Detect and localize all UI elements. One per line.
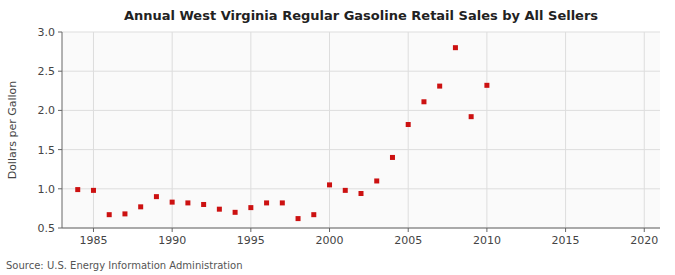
grid-line-x	[329, 32, 330, 228]
tick-label-y: 2.5	[38, 65, 56, 78]
chart-svg: 0.5 1.0 1.5 2.0 2.5 3.0 1985 1990 1995 2000 2005 20…	[0, 0, 675, 275]
tick-x	[250, 228, 251, 232]
tick-label-x: 2020	[630, 234, 658, 247]
points	[75, 45, 489, 221]
y-axis-label: Dollars per Gallon	[6, 81, 19, 180]
point	[264, 200, 269, 205]
point	[484, 83, 489, 88]
tick-label-y: 3.0	[38, 26, 56, 39]
grid-line-x	[644, 32, 645, 228]
grid-line-y	[62, 149, 660, 150]
point	[75, 187, 80, 192]
tick-y	[58, 228, 62, 229]
point	[406, 122, 411, 127]
point	[327, 182, 332, 187]
tick-y	[58, 110, 62, 111]
tick-x	[565, 228, 566, 232]
x-axis-line	[62, 228, 660, 229]
tick-label-x: 2010	[473, 234, 501, 247]
tick-x	[329, 228, 330, 232]
grid-line-x	[408, 32, 409, 228]
grid-line-y	[62, 188, 660, 189]
point	[390, 155, 395, 160]
grid-line-x	[93, 32, 94, 228]
tick-label-y: 2.0	[38, 104, 56, 117]
point	[421, 99, 426, 104]
grid-line-x	[172, 32, 173, 228]
point	[201, 202, 206, 207]
grid-line-x	[250, 32, 251, 228]
axes: 0.5 1.0 1.5 2.0 2.5 3.0 1985 1990 1995 2000 2005 20…	[38, 26, 661, 247]
grid-line-y	[62, 71, 660, 72]
point	[233, 210, 238, 215]
tick-x	[408, 228, 409, 232]
grid-line-y	[62, 110, 660, 111]
tick-label-y: 0.5	[38, 222, 56, 235]
point	[91, 188, 96, 193]
grid-line-y	[62, 32, 660, 33]
tick-label-x: 1995	[237, 234, 265, 247]
tick-label-x: 1985	[79, 234, 107, 247]
point	[453, 45, 458, 50]
point	[280, 200, 285, 205]
point	[437, 84, 442, 89]
source-note: Source: U.S. Energy Information Administ…	[6, 260, 243, 271]
grid-line-x	[565, 32, 566, 228]
tick-label-y: 1.5	[38, 144, 56, 157]
point	[185, 200, 190, 205]
tick-x	[172, 228, 173, 232]
tick-y	[58, 32, 62, 33]
point	[296, 216, 301, 221]
tick-label-x: 1990	[158, 234, 186, 247]
point	[154, 194, 159, 199]
point	[122, 211, 127, 216]
tick-y	[58, 188, 62, 189]
title: Annual West Virginia Regular Gasoline Re…	[124, 8, 598, 23]
point	[217, 207, 222, 212]
plot-background	[62, 32, 660, 228]
tick-y	[58, 149, 62, 150]
point	[359, 191, 364, 196]
tick-x	[486, 228, 487, 232]
tick-label-x: 2005	[394, 234, 422, 247]
point	[107, 212, 112, 217]
tick-y	[58, 71, 62, 72]
point	[138, 204, 143, 209]
tick-x	[93, 228, 94, 232]
y-axis-line	[62, 32, 63, 228]
point	[374, 178, 379, 183]
tick-x	[644, 228, 645, 232]
point	[248, 205, 253, 210]
point	[311, 212, 316, 217]
tick-label-y: 1.0	[38, 183, 56, 196]
point	[469, 114, 474, 119]
point	[170, 200, 175, 205]
grid-line-y	[62, 228, 660, 229]
tick-label-x: 2015	[552, 234, 580, 247]
grid	[62, 32, 660, 228]
tick-label-x: 2000	[316, 234, 344, 247]
grid-line-x	[486, 32, 487, 228]
chart-container: 0.5 1.0 1.5 2.0 2.5 3.0 1985 1990 1995 2000 2005 20…	[0, 0, 675, 275]
point	[343, 188, 348, 193]
